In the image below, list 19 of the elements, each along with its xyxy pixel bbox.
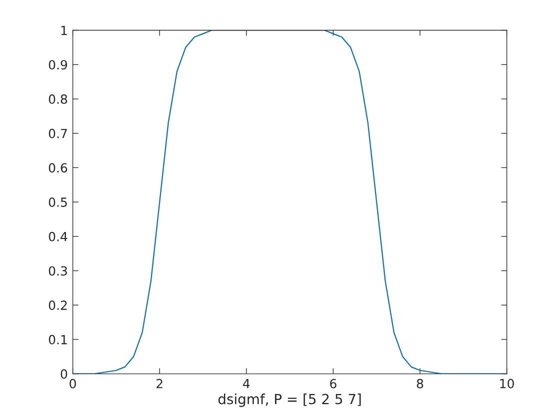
x-tick-label: 0 bbox=[70, 378, 76, 388]
y-tick-label: 0.2 bbox=[48, 300, 67, 310]
y-tick-label: 0 bbox=[60, 369, 68, 379]
y-tick-label: 0.1 bbox=[48, 334, 67, 344]
x-tick-label: 2 bbox=[156, 378, 162, 388]
y-tick-label: 0.3 bbox=[48, 266, 67, 276]
x-tick-label: 10 bbox=[500, 378, 514, 388]
y-tick-label: 0.5 bbox=[48, 197, 67, 207]
x-tick-label: 6 bbox=[330, 378, 336, 388]
y-tick-label: 0.7 bbox=[48, 128, 67, 138]
y-tick-label: 0.4 bbox=[48, 232, 68, 242]
x-tick-label: 4 bbox=[243, 379, 250, 388]
y-tick-label: 0.9 bbox=[48, 60, 68, 70]
y-tick-label: 1 bbox=[61, 26, 67, 35]
y-tick-label: 0.6 bbox=[48, 163, 68, 173]
y-tick-label: 0.8 bbox=[48, 94, 68, 104]
line-series bbox=[72, 30, 507, 374]
x-axis-title: dsigmf, P = [5 2 5 7] bbox=[218, 394, 361, 407]
x-tick-label: 8 bbox=[416, 378, 424, 388]
